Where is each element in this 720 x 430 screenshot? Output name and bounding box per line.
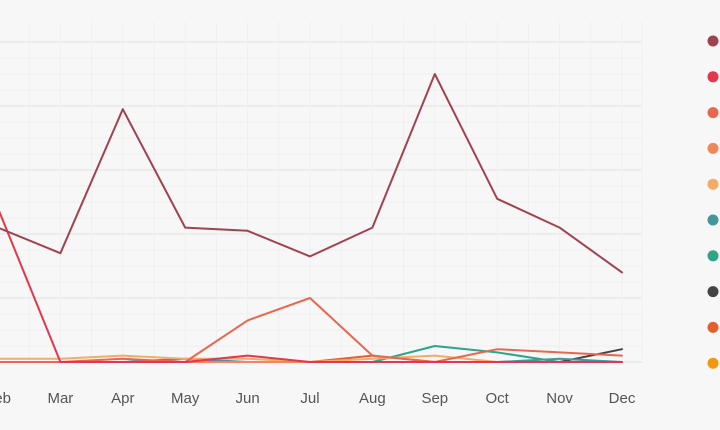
legend-marker-1[interactable]	[707, 35, 719, 47]
x-tick-label: Jun	[236, 390, 260, 407]
x-tick-label: Feb	[0, 390, 11, 407]
x-tick-label: Nov	[546, 390, 573, 407]
x-tick-label: Dec	[609, 390, 636, 407]
legend-marker-9[interactable]	[707, 321, 719, 333]
legend-marker-8[interactable]	[707, 286, 719, 298]
x-axis-ticks: Feb Mar Apr May Jun Jul Aug Sep Oct Nov Dec	[0, 390, 636, 407]
grid	[0, 22, 643, 363]
legend-marker-2[interactable]	[707, 71, 719, 83]
legend-marker-5[interactable]	[707, 178, 719, 190]
series-lines	[0, 73, 623, 363]
legend-marker-10[interactable]	[707, 357, 719, 369]
x-tick-label: Oct	[486, 390, 510, 407]
x-tick-label: Apr	[111, 390, 134, 407]
series-line-3	[0, 297, 623, 363]
legend-marker-3[interactable]	[707, 107, 719, 119]
series-line-2	[0, 210, 623, 363]
x-tick-label: Mar	[47, 390, 73, 407]
x-tick-label: May	[171, 390, 200, 407]
legend-marker-4[interactable]	[707, 142, 719, 154]
x-tick-label: Jul	[300, 390, 319, 407]
legend-marker-7[interactable]	[707, 250, 719, 262]
legend	[707, 35, 719, 369]
legend-marker-6[interactable]	[707, 214, 719, 226]
x-tick-label: Sep	[421, 390, 448, 407]
x-tick-label: Aug	[359, 390, 386, 407]
series-line-1	[0, 73, 623, 274]
